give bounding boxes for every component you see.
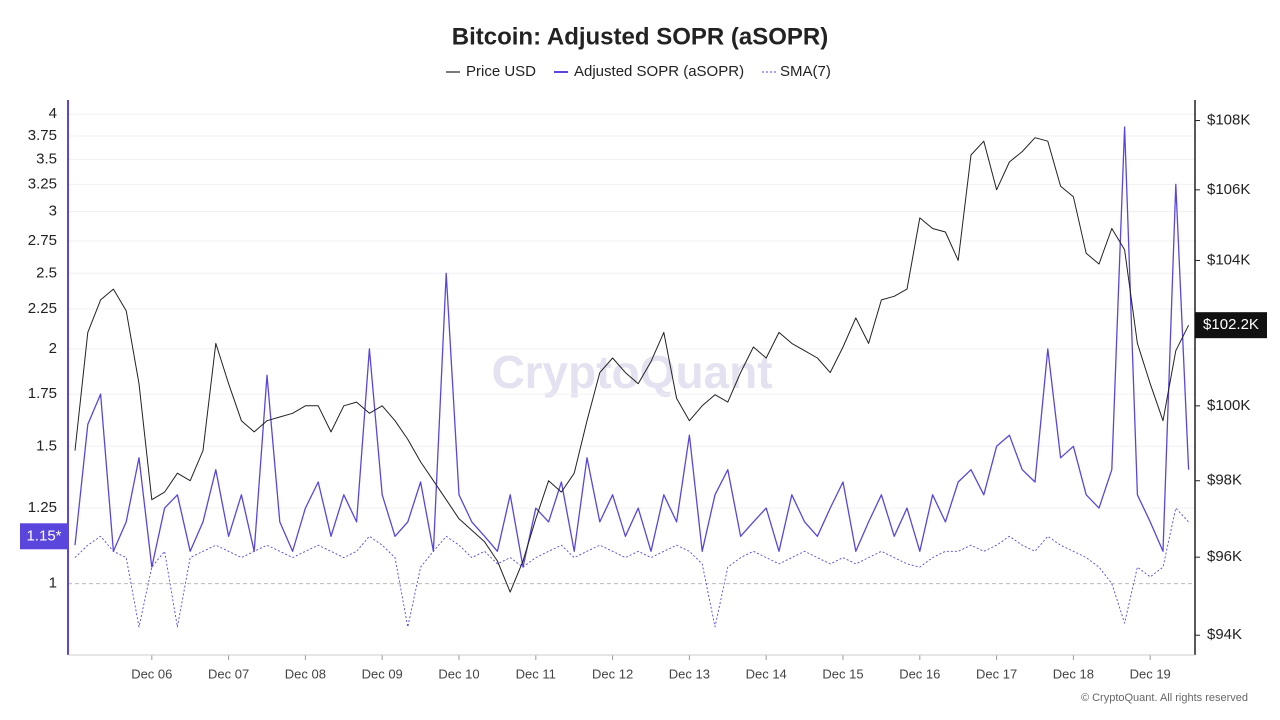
x-tick-label: Dec 11: [516, 666, 556, 681]
y-tick-label: 1.75: [28, 385, 57, 402]
y2-tick-label: $100K: [1207, 397, 1250, 414]
chart-title: Bitcoin: Adjusted SOPR (aSOPR): [452, 23, 828, 50]
x-tick-label: Dec 12: [592, 666, 633, 681]
x-tick-label: Dec 08: [285, 666, 326, 681]
y-tick-label: 1.25: [28, 499, 57, 516]
y-tick-label: 2.25: [28, 300, 57, 317]
series-line: [74, 507, 1189, 628]
y2-marker-label: $102.2K: [1203, 316, 1259, 333]
y-tick-label: 2.5: [36, 264, 57, 281]
y-tick-label: 3.5: [36, 150, 57, 167]
x-tick-label: Dec 17: [976, 666, 1017, 681]
x-tick-label: Dec 19: [1130, 666, 1171, 681]
y-tick-label: 3.25: [28, 175, 57, 192]
y-tick-label: 2: [49, 340, 57, 357]
y-tick-label: 1: [49, 575, 57, 592]
watermark: CryptoQuant: [491, 346, 772, 398]
x-tick-label: Dec 13: [669, 666, 710, 681]
y2-tick-label: $104K: [1207, 251, 1250, 268]
series-line: [74, 126, 1190, 568]
series-line: [74, 137, 1190, 593]
y2-tick-label: $106K: [1207, 181, 1250, 198]
y-tick-label: 3: [49, 203, 57, 220]
x-tick-label: Dec 15: [822, 666, 863, 681]
y-marker-box: [20, 523, 68, 550]
x-tick-label: Dec 10: [438, 666, 479, 681]
y2-tick-label: $96K: [1207, 548, 1242, 565]
x-tick-label: Dec 16: [899, 666, 940, 681]
footer: © CryptoQuant. All rights reserved: [1081, 692, 1248, 704]
y2-tick-label: $98K: [1207, 472, 1242, 489]
x-tick-label: Dec 18: [1053, 666, 1094, 681]
y-marker-label: 1.15*: [26, 527, 61, 544]
y2-tick-label: $108K: [1207, 112, 1250, 129]
y2-marker-box: [1195, 312, 1267, 339]
x-tick-label: Dec 09: [362, 666, 403, 681]
legend-label: Price USD: [466, 63, 536, 80]
x-tick-label: Dec 14: [746, 666, 787, 681]
legend-label: SMA(7): [780, 63, 831, 80]
legend-label: Adjusted SOPR (aSOPR): [574, 63, 744, 80]
y-tick-label: 4: [49, 105, 57, 122]
y-tick-label: 3.75: [28, 127, 57, 144]
y2-tick-label: $94K: [1207, 626, 1242, 643]
x-tick-label: Dec 06: [131, 666, 172, 681]
y-tick-label: 1.5: [36, 437, 57, 454]
x-tick-label: Dec 07: [208, 666, 249, 681]
y-tick-label: 2.75: [28, 232, 57, 249]
